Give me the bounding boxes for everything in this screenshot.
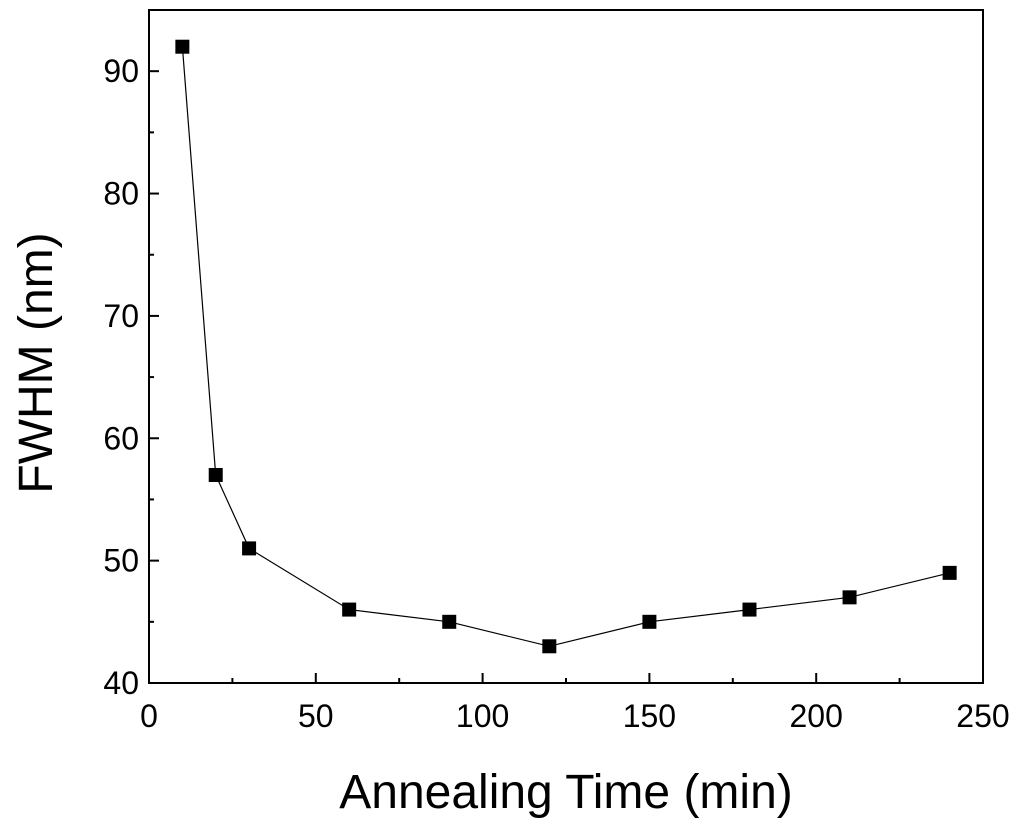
x-axis-tick-labels: 0 50 100 150 200 250	[140, 698, 1010, 734]
x-tick-label: 0	[140, 698, 158, 734]
x-axis-title: Annealing Time (min)	[339, 766, 793, 819]
y-tick-label: 70	[103, 298, 139, 334]
data-point-marker	[208, 467, 223, 482]
data-point-marker	[442, 614, 457, 629]
x-tick-label: 100	[456, 698, 509, 734]
data-point-marker	[642, 614, 657, 629]
data-point-marker	[242, 541, 257, 556]
series-line	[181, 46, 950, 647]
y-tick-label: 60	[103, 420, 139, 456]
x-tick-label: 250	[956, 698, 1009, 734]
y-axis-title: FWHM (nm)	[10, 232, 63, 493]
data-point-marker	[342, 602, 357, 617]
x-tick-label: 50	[298, 698, 334, 734]
y-axis-tick-labels: 40 50 60 70 80 90	[103, 53, 139, 701]
series-lines	[181, 46, 950, 647]
x-tick-label: 200	[790, 698, 843, 734]
y-tick-label: 80	[103, 176, 139, 212]
data-point-marker	[542, 639, 557, 654]
y-tick-label: 40	[103, 665, 139, 701]
data-point-marker	[175, 39, 190, 54]
data-point-marker	[742, 602, 757, 617]
y-tick-label: 50	[103, 543, 139, 579]
x-tick-label: 150	[623, 698, 676, 734]
y-tick-label: 90	[103, 53, 139, 89]
data-point-marker	[942, 565, 957, 580]
series-markers	[175, 39, 957, 654]
plot-frame	[148, 9, 984, 684]
data-point-marker	[842, 590, 857, 605]
